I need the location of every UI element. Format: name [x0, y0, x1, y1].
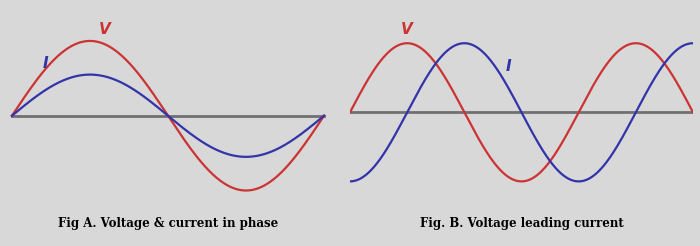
Text: Fig A. Voltage & current in phase: Fig A. Voltage & current in phase	[58, 217, 278, 230]
Text: V: V	[99, 22, 111, 37]
Text: I: I	[43, 56, 48, 71]
Text: I: I	[505, 59, 511, 74]
Text: V: V	[401, 22, 413, 37]
Text: Fig. B. Voltage leading current: Fig. B. Voltage leading current	[419, 217, 624, 230]
